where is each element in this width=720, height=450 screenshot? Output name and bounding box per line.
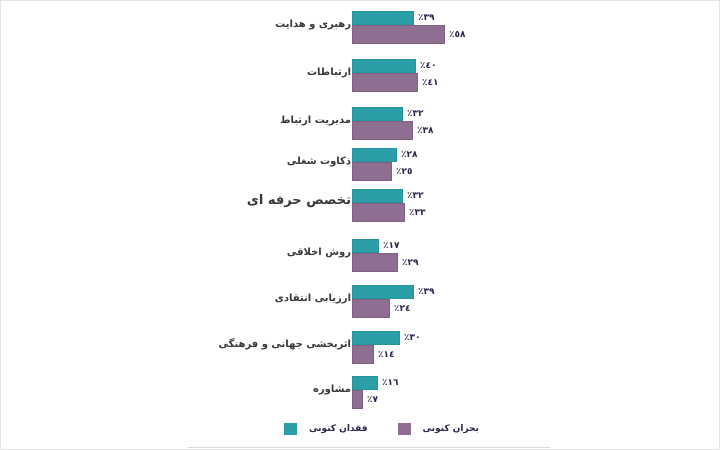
value-label: ٪٣٢ <box>407 191 424 201</box>
bar-current-lack <box>352 59 416 73</box>
bar-current-crisis <box>352 299 390 318</box>
value-label: ٪٢٨ <box>401 150 418 160</box>
value-label: ٪٣٨ <box>417 125 434 136</box>
value-label: ٪٧ <box>367 394 378 405</box>
legend-item-current-crisis: بحران کنونی <box>397 423 479 435</box>
category-label: رهبری و هدایت <box>275 19 351 30</box>
value-label: ٪٢٤ <box>394 303 411 314</box>
value-label: ٪٣٩ <box>418 287 435 297</box>
category-label: تخصص حرفه ای <box>246 193 351 208</box>
category-label: روش اخلاقی <box>286 247 351 258</box>
legend-item-current-lack: فقدان کنونی <box>284 423 368 435</box>
bar-current-lack <box>352 11 414 25</box>
value-label: ٪٣٠ <box>404 333 421 343</box>
legend: فقدان کنونی بحران کنونی <box>284 423 497 435</box>
bar-current-lack <box>352 189 403 203</box>
bar-current-crisis <box>352 253 398 272</box>
bar-current-crisis <box>352 121 413 140</box>
bar-current-lack <box>352 376 378 390</box>
category-label: اثربخشی جهانی و فرهنگی <box>218 339 351 350</box>
bar-current-crisis <box>352 25 445 44</box>
value-label: ٪١٦ <box>382 378 399 388</box>
bar-current-lack <box>352 148 397 162</box>
chart-bottom-border <box>188 447 550 448</box>
value-label: ٪٢٩ <box>402 257 419 268</box>
value-label: ٪٣٣ <box>409 207 426 218</box>
legend-label: بحران کنونی <box>422 424 479 434</box>
value-label: ٪٣٩ <box>418 13 435 23</box>
category-label: ارزیابی انتقادی <box>274 293 351 304</box>
legend-swatch-current-lack <box>284 423 297 435</box>
category-label: ذکاوت شغلی <box>286 156 351 167</box>
value-label: ٪٣٢ <box>407 109 424 119</box>
legend-swatch-current-crisis <box>397 423 411 435</box>
bar-current-lack <box>352 107 403 121</box>
category-label: مدیریت ارتباط <box>280 115 351 126</box>
bar-current-lack <box>352 239 379 253</box>
bar-current-crisis <box>352 345 374 364</box>
bar-current-crisis <box>352 162 392 181</box>
value-label: ٪٥٨ <box>449 29 466 40</box>
bar-current-crisis <box>352 203 405 222</box>
value-label: ٪٤٠ <box>420 61 437 71</box>
value-label: ٪٢٥ <box>396 166 413 177</box>
bar-current-crisis <box>352 390 363 409</box>
legend-label: فقدان کنونی <box>309 424 368 434</box>
category-label: ارتباطات <box>307 67 351 78</box>
bar-current-crisis <box>352 73 418 92</box>
value-label: ٪١٤ <box>378 349 395 360</box>
bar-current-lack <box>352 331 400 345</box>
value-label: ٪١٧ <box>383 241 400 251</box>
value-label: ٪٤١ <box>422 77 439 88</box>
category-label: مشاوره <box>313 384 351 395</box>
bar-current-lack <box>352 285 414 299</box>
